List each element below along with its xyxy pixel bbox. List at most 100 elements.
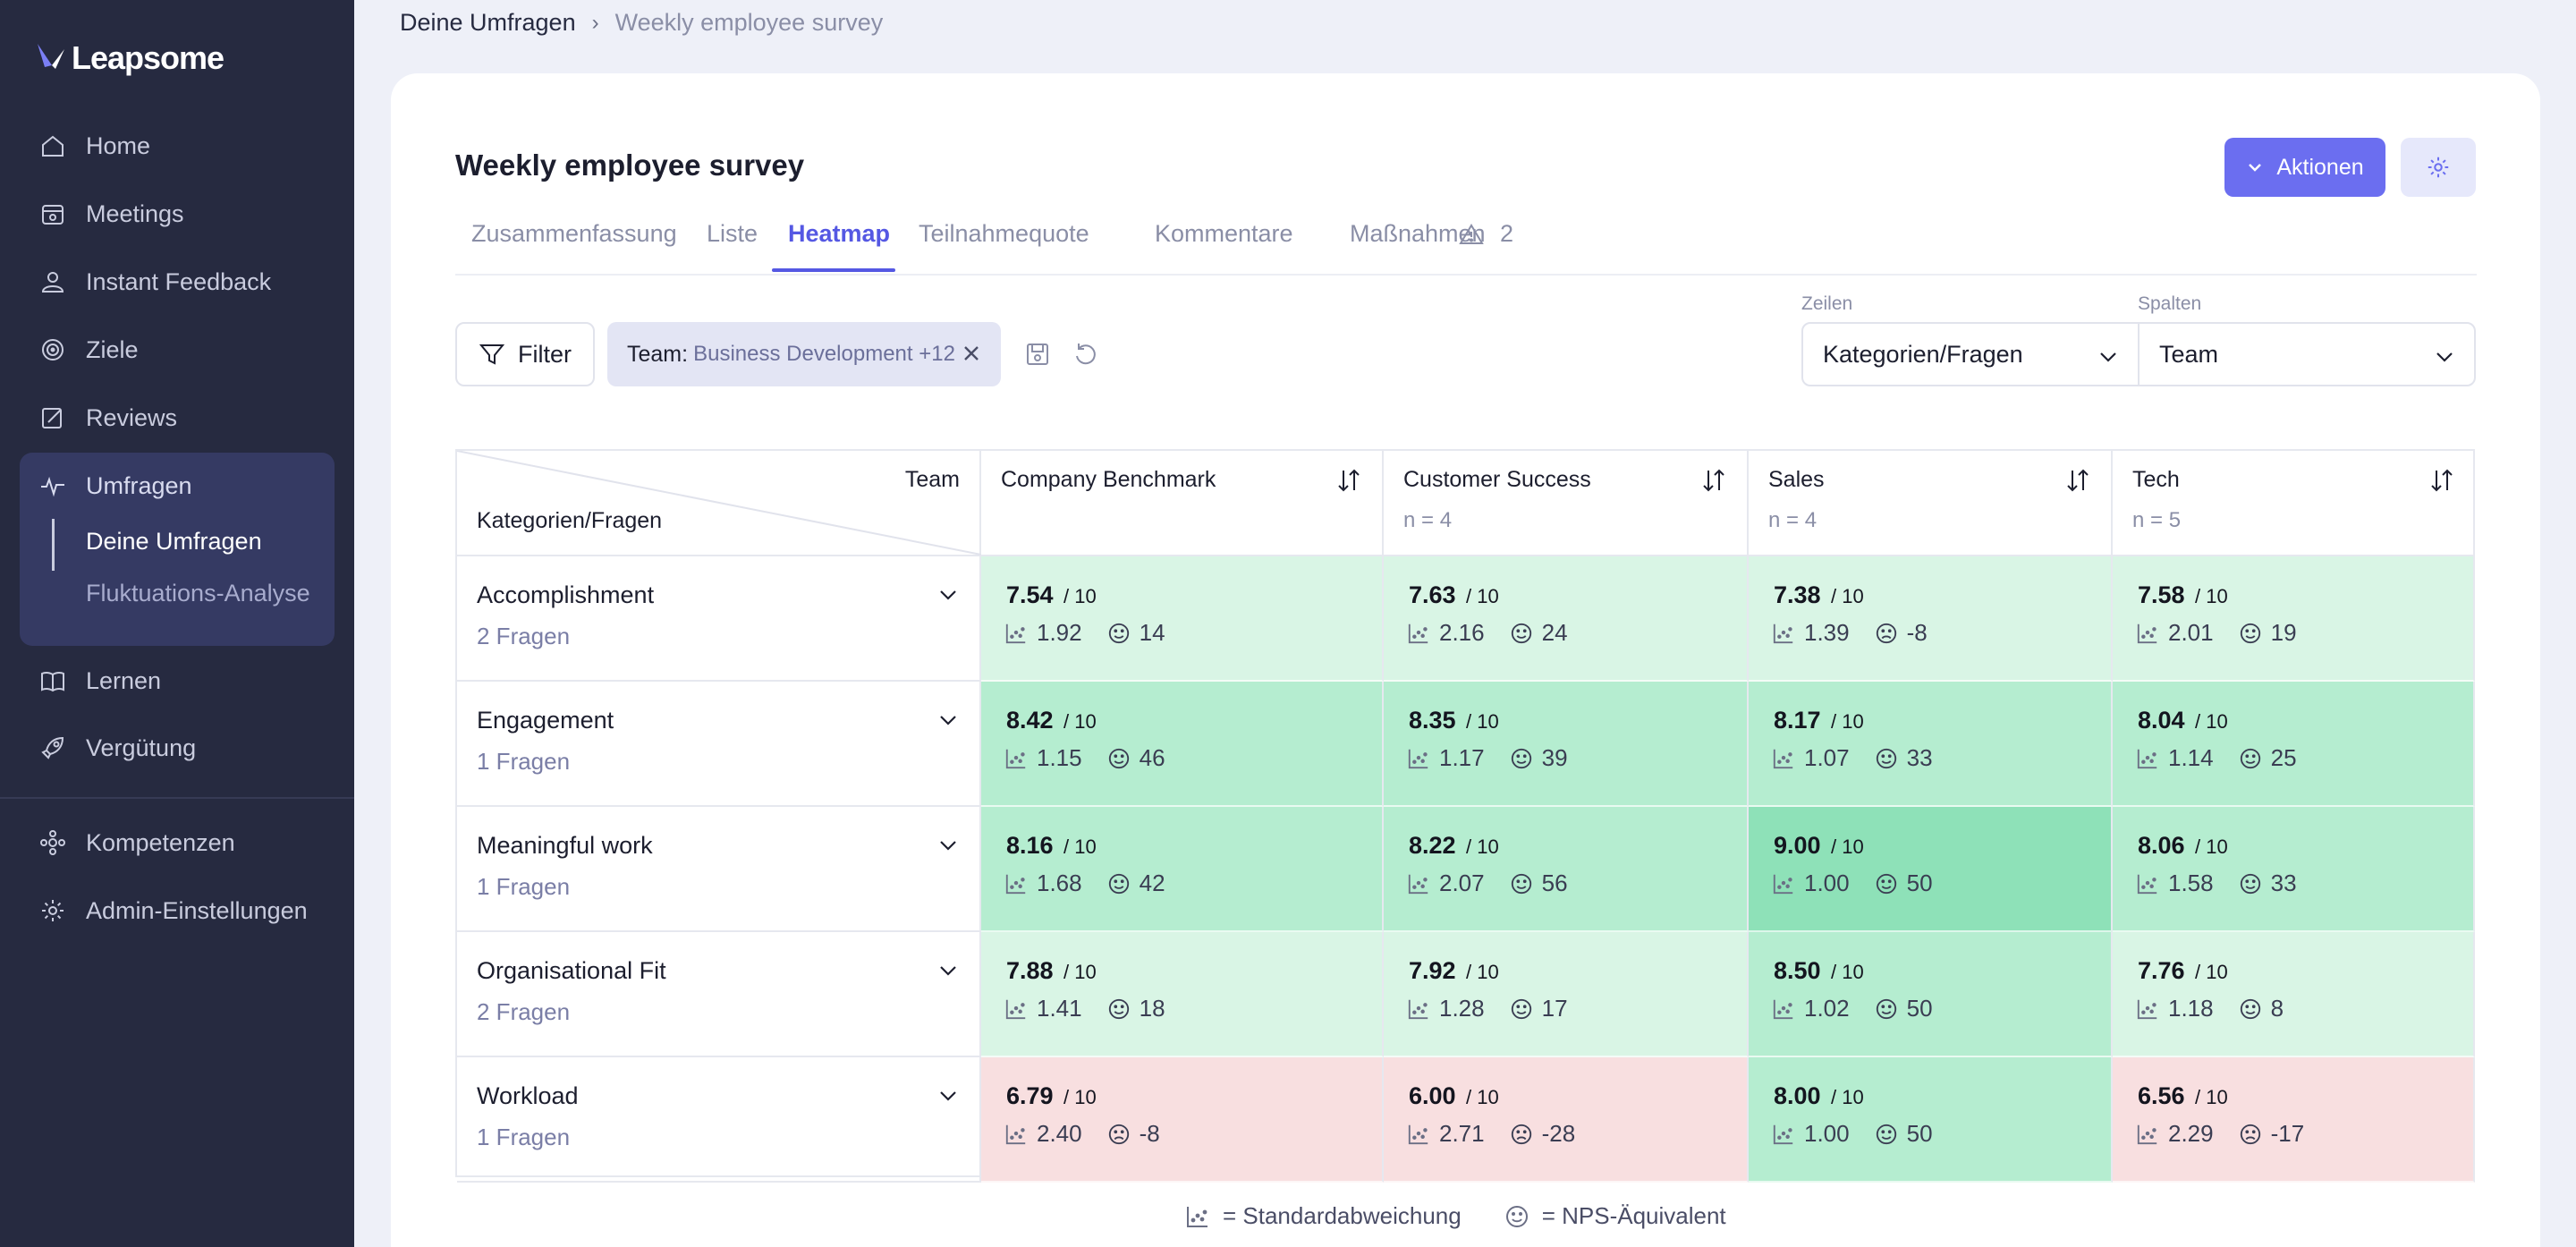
tab-heatmap[interactable]: Heatmap: [788, 220, 891, 247]
table-row-header[interactable]: Organisational Fit 2 Fragen: [457, 932, 981, 1057]
cell-scale: / 10: [1466, 1086, 1499, 1108]
cell-stats: 1.28 17: [1407, 995, 1568, 1022]
question-count: 2 Fragen: [477, 623, 571, 649]
nav-admin[interactable]: Admin-Einstellungen: [39, 888, 308, 933]
nav-meetings[interactable]: Meetings: [39, 191, 184, 236]
heatmap-cell[interactable]: 7.88 / 10 1.41 18: [981, 932, 1384, 1057]
tab-teilnahmequote[interactable]: Teilnahmequote: [919, 220, 1089, 247]
heatmap-cell[interactable]: 7.54 / 10 1.92 14: [981, 556, 1384, 682]
heatmap-cell[interactable]: 8.50 / 10 1.02 50: [1749, 932, 2113, 1057]
heatmap-cell[interactable]: 8.16 / 10 1.68 42: [981, 807, 1384, 932]
category-name: Workload: [477, 1082, 579, 1109]
heatmap-cell[interactable]: 8.04 / 10 1.14 25: [2113, 682, 2475, 807]
sort-icon[interactable]: [2428, 467, 2455, 494]
cell-nps: 19: [2270, 619, 2297, 646]
tab-liste[interactable]: Liste: [707, 220, 758, 247]
column-header: Customer Success n = 4: [1384, 451, 1749, 556]
sort-icon[interactable]: [2064, 467, 2091, 494]
filter-button[interactable]: Filter: [455, 322, 595, 386]
chevron-down-icon[interactable]: [936, 959, 960, 982]
cell-std-dev: 1.18: [2168, 995, 2214, 1022]
rocket-icon: [41, 736, 64, 759]
nav-verguetung[interactable]: Vergütung: [39, 725, 196, 770]
chevron-down-icon[interactable]: [936, 583, 960, 607]
brand-logo[interactable]: Leapsome: [36, 39, 225, 77]
nav-deine-umfragen[interactable]: Deine Umfragen: [86, 528, 262, 555]
tab-kommentare[interactable]: Kommentare: [1155, 220, 1293, 247]
cell-score: 7.63: [1409, 581, 1456, 608]
sidebar: Leapsome Home Meetings Instant Feedback …: [0, 0, 354, 1247]
heatmap-cell[interactable]: 7.63 / 10 2.16 24: [1384, 556, 1749, 682]
std-dev-icon: [2137, 749, 2157, 768]
save-icon[interactable]: [1023, 340, 1052, 369]
heatmap-cell[interactable]: 7.58 / 10 2.01 19: [2113, 556, 2475, 682]
heatmap-cell[interactable]: 6.00 / 10 2.71 -28: [1384, 1057, 1749, 1183]
nav-group-umfragen: Umfragen Deine Umfragen Fluktuations-Ana…: [20, 453, 335, 646]
corner-column-dimension: Team: [904, 467, 960, 492]
cell-stats: 1.41 18: [1004, 995, 1165, 1022]
std-dev-icon: [1773, 874, 1793, 894]
cell-nps: 50: [1906, 1120, 1933, 1147]
nav-home[interactable]: Home: [39, 123, 150, 168]
filter-chip-team[interactable]: Team: Business Development +12: [607, 322, 1001, 386]
meetings-icon: [42, 205, 64, 225]
breadcrumb-current: Weekly employee survey: [614, 9, 884, 36]
page-title: Weekly employee survey: [455, 148, 805, 182]
reset-icon[interactable]: [1072, 340, 1100, 369]
sort-icon[interactable]: [1335, 467, 1362, 494]
heatmap-cell[interactable]: 8.06 / 10 1.58 33: [2113, 807, 2475, 932]
settings-button[interactable]: [2401, 138, 2476, 197]
smiley-icon: [1511, 623, 1531, 643]
cell-scale: / 10: [1063, 710, 1097, 733]
heatmap-cell[interactable]: 8.35 / 10 1.17 39: [1384, 682, 1749, 807]
competency-icon: [40, 830, 65, 855]
chevron-down-icon[interactable]: [936, 834, 960, 857]
table-row-header[interactable]: Accomplishment 2 Fragen: [457, 556, 981, 682]
nav-kompetenzen[interactable]: Kompetenzen: [39, 820, 235, 865]
rows-select[interactable]: Kategorien/Fragen: [1801, 322, 2140, 386]
table-row-header[interactable]: Meaningful work 1 Fragen: [457, 807, 981, 932]
chevron-down-icon[interactable]: [936, 708, 960, 732]
cell-nps: -17: [2270, 1120, 2305, 1147]
std-dev-icon: [1408, 874, 1428, 894]
tab-zusammenfassung[interactable]: Zusammenfassung: [471, 220, 677, 247]
nav-fluktuations-analyse[interactable]: Fluktuations-Analyse: [86, 580, 310, 607]
nav-instant-feedback[interactable]: Instant Feedback: [39, 259, 271, 304]
heatmap-cell[interactable]: 8.17 / 10 1.07 33: [1749, 682, 2113, 807]
question-count: 2 Fragen: [477, 998, 571, 1025]
tab-warnings[interactable]: 2: [1459, 220, 1513, 248]
cell-score: 7.92: [1409, 957, 1456, 984]
cols-select[interactable]: Team: [2138, 322, 2476, 386]
column-header: Tech n = 5: [2113, 451, 2475, 556]
heatmap-cell[interactable]: 7.38 / 10 1.39 -8: [1749, 556, 2113, 682]
chevron-right-icon: ›: [591, 10, 599, 35]
heatmap-cell[interactable]: 6.56 / 10 2.29 -17: [2113, 1057, 2475, 1183]
heatmap-cell[interactable]: 8.22 / 10 2.07 56: [1384, 807, 1749, 932]
cell-nps: 24: [1541, 619, 1568, 646]
table-row-header[interactable]: Engagement 1 Fragen: [457, 682, 981, 807]
corner-row-dimension: Kategorien/Fragen: [477, 508, 663, 533]
chevron-down-icon[interactable]: [936, 1084, 960, 1107]
nav-umfragen[interactable]: Umfragen: [39, 463, 192, 508]
nav-ziele[interactable]: Ziele: [39, 327, 139, 372]
close-icon[interactable]: [960, 342, 983, 365]
smiley-icon: [1876, 748, 1896, 768]
sort-icon[interactable]: [1700, 467, 1727, 494]
heatmap-cell[interactable]: 8.42 / 10 1.15 46: [981, 682, 1384, 807]
brand-name: Leapsome: [72, 39, 225, 76]
actions-button[interactable]: Aktionen: [2224, 138, 2385, 197]
nav-reviews[interactable]: Reviews: [39, 395, 177, 440]
heatmap-cell[interactable]: 7.92 / 10 1.28 17: [1384, 932, 1749, 1057]
column-count: n = 4: [1768, 508, 1818, 532]
legend-nps: = NPS-Äquivalent: [1541, 1202, 1726, 1229]
heatmap-cell[interactable]: 6.79 / 10 2.40 -8: [981, 1057, 1384, 1183]
heatmap-cell[interactable]: 7.76 / 10 1.18 8: [2113, 932, 2475, 1057]
frown-icon: [1108, 1124, 1129, 1144]
nav-lernen[interactable]: Lernen: [39, 658, 161, 703]
breadcrumb-parent[interactable]: Deine Umfragen: [400, 9, 576, 36]
table-row-header[interactable]: Workload 1 Fragen: [457, 1057, 981, 1183]
nav-meetings-label: Meetings: [86, 199, 184, 227]
cols-select-value: Team: [2159, 340, 2219, 368]
heatmap-cell[interactable]: 8.00 / 10 1.00 50: [1749, 1057, 2113, 1183]
heatmap-cell[interactable]: 9.00 / 10 1.00 50: [1749, 807, 2113, 932]
